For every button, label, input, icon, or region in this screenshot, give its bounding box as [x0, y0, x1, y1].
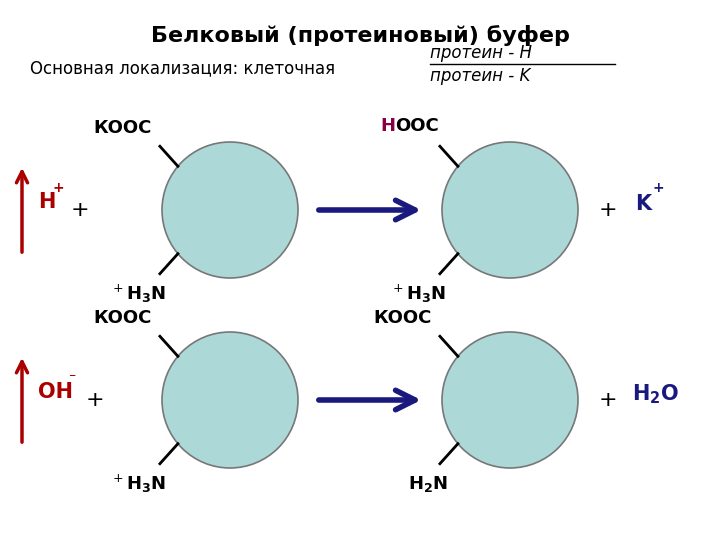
- Text: Белковый (протеиновый) буфер: Белковый (протеиновый) буфер: [150, 25, 570, 46]
- Text: +: +: [652, 181, 664, 195]
- Text: +: +: [53, 181, 65, 195]
- Text: +: +: [599, 200, 617, 220]
- Text: $^+\mathbf{H_3N}$: $^+\mathbf{H_3N}$: [110, 472, 166, 495]
- Circle shape: [162, 332, 298, 468]
- Text: $\mathbf{H_2N}$: $\mathbf{H_2N}$: [408, 474, 448, 494]
- Text: $\mathbf{H_2O}$: $\mathbf{H_2O}$: [632, 382, 679, 406]
- Text: H: H: [38, 192, 55, 212]
- Text: +: +: [86, 390, 104, 410]
- Text: $^+\mathbf{H_3N}$: $^+\mathbf{H_3N}$: [110, 282, 166, 305]
- Text: +: +: [71, 200, 89, 220]
- Text: Основная локализация: клеточная: Основная локализация: клеточная: [30, 59, 335, 77]
- Text: ООС: ООС: [395, 117, 438, 136]
- Text: OH: OH: [38, 382, 73, 402]
- Text: КООС: КООС: [94, 119, 152, 137]
- Text: КООС: КООС: [94, 309, 152, 327]
- Text: протеин - K: протеин - K: [430, 67, 531, 85]
- Text: K: K: [635, 194, 651, 214]
- Text: КООС: КООС: [374, 309, 432, 327]
- Circle shape: [442, 142, 578, 278]
- Text: H: H: [380, 117, 395, 136]
- Text: протеин - H: протеин - H: [430, 44, 532, 62]
- Text: $^+\mathbf{H_3N}$: $^+\mathbf{H_3N}$: [390, 282, 446, 305]
- Circle shape: [162, 142, 298, 278]
- Text: +: +: [599, 390, 617, 410]
- Text: ⁻: ⁻: [68, 371, 76, 385]
- Circle shape: [442, 332, 578, 468]
